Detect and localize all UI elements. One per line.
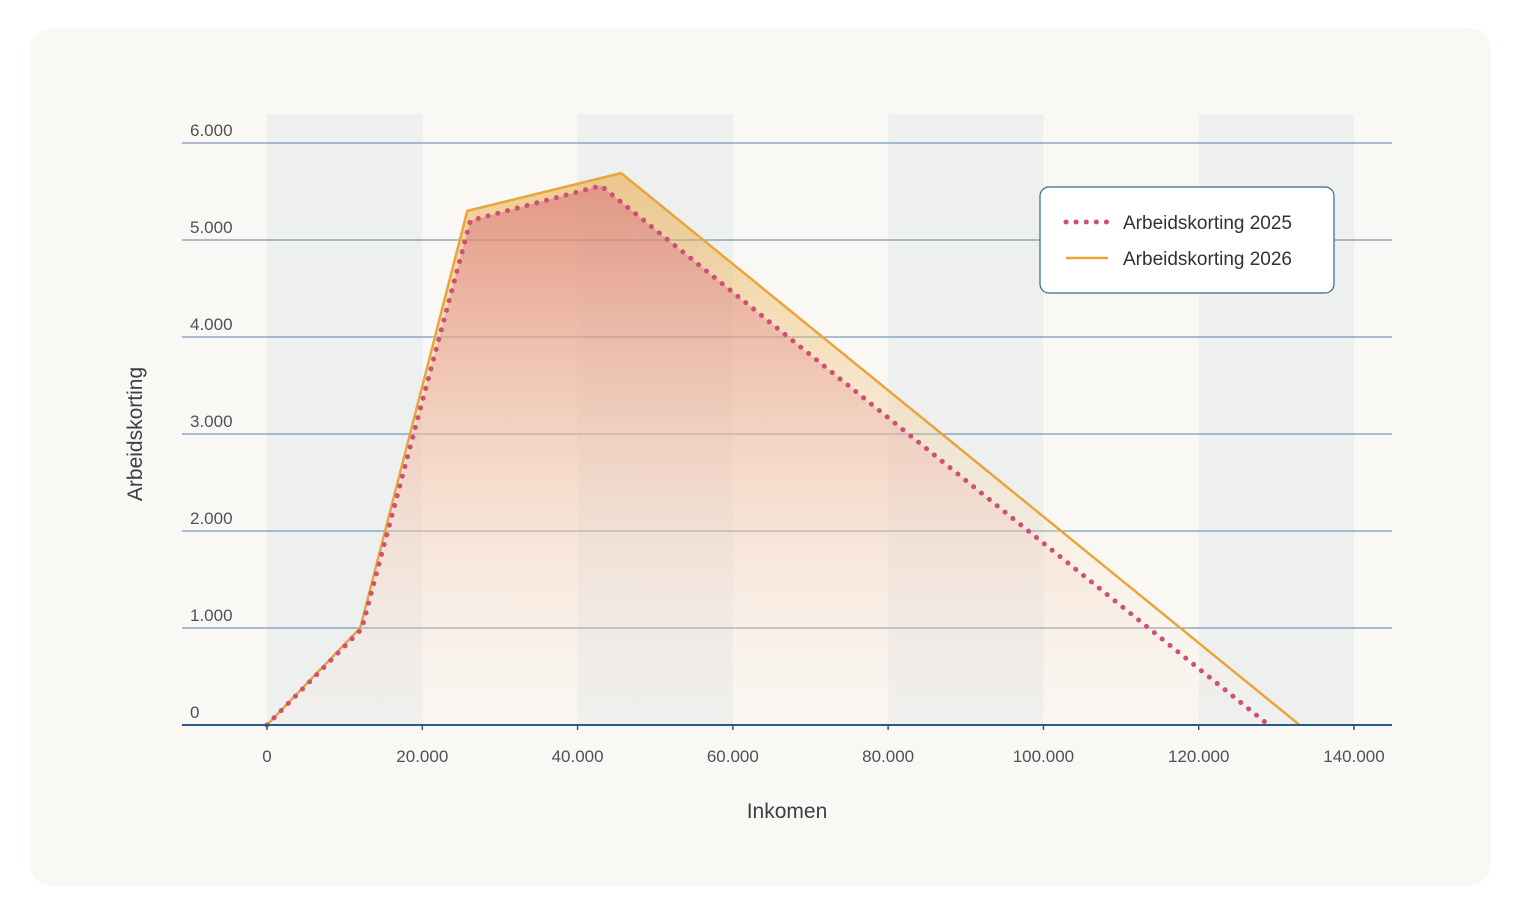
legend-label-2025: Arbeidskorting 2025 xyxy=(1123,213,1292,234)
y-tick-label: 0 xyxy=(190,703,199,722)
y-tick-label: 6.000 xyxy=(190,121,233,140)
legend-label-2026: Arbeidskorting 2026 xyxy=(1123,249,1292,270)
x-tick-label: 120.000 xyxy=(1168,747,1229,766)
x-tick-label: 40.000 xyxy=(552,747,604,766)
y-tick-label: 2.000 xyxy=(190,509,233,528)
x-tick-label: 140.000 xyxy=(1323,747,1384,766)
y-axis-label: Arbeidskorting xyxy=(124,367,147,501)
area-2025 xyxy=(267,185,1269,725)
legend-box xyxy=(1039,186,1335,294)
y-tick-label: 4.000 xyxy=(190,315,233,334)
y-tick-label: 3.000 xyxy=(190,412,233,431)
x-tick-label: 100.000 xyxy=(1013,747,1074,766)
x-axis-label: Inkomen xyxy=(747,800,828,823)
y-tick-label: 1.000 xyxy=(190,606,233,625)
y-tick-label: 5.000 xyxy=(190,218,233,237)
line-2025 xyxy=(264,182,1272,728)
x-tick-label: 80.000 xyxy=(862,747,914,766)
legend: Arbeidskorting 2025 Arbeidskorting 2026 xyxy=(1039,186,1335,294)
x-tick-label: 0 xyxy=(262,747,271,766)
x-tick-label: 20.000 xyxy=(396,747,448,766)
x-tick-label: 60.000 xyxy=(707,747,759,766)
